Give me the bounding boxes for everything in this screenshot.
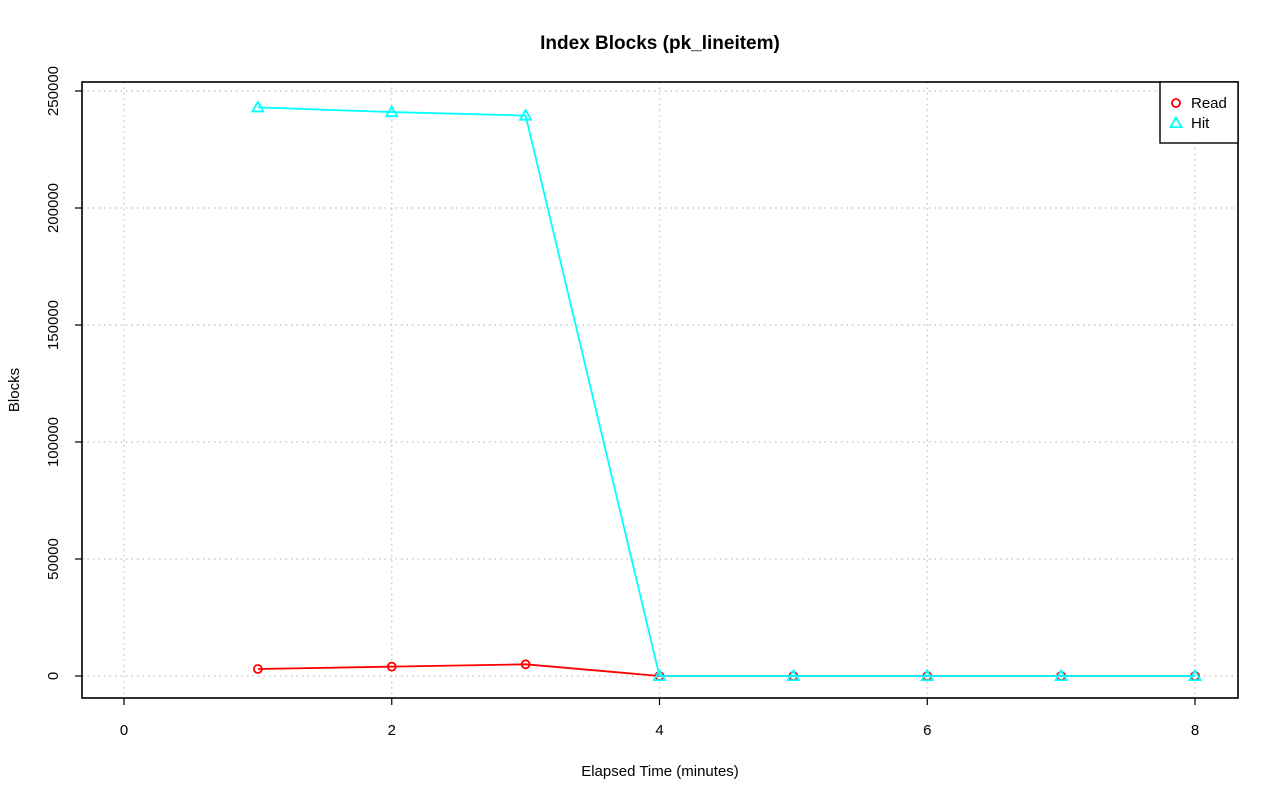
- x-tick-label: 6: [923, 722, 931, 739]
- x-tick-label: 8: [1191, 722, 1199, 739]
- y-tick-label: 250000: [45, 66, 62, 116]
- y-tick-label: 200000: [45, 183, 62, 233]
- axes: 0 2 4 6 8 0 50000 100000 150000 200000 250000: [45, 66, 1239, 739]
- legend-label-read: Read: [1191, 95, 1227, 112]
- y-tick-label: 100000: [45, 417, 62, 467]
- data-point-read: [252, 664, 263, 674]
- data-point-hit: [1054, 668, 1069, 682]
- data-point-hit: [920, 668, 935, 682]
- data-point-read: [386, 661, 397, 672]
- data-point-read: [520, 659, 531, 670]
- y-axis-label: Blocks: [6, 368, 23, 412]
- grid: [82, 82, 1238, 698]
- x-tick-label: 2: [388, 722, 396, 739]
- legend: Read Hit: [1159, 81, 1239, 144]
- data-point-hit: [250, 100, 265, 113]
- x-tick-label: 4: [655, 722, 663, 739]
- y-tick-label: 0: [45, 672, 62, 680]
- legend-box: [1159, 81, 1239, 144]
- y-tick-label: 50000: [45, 538, 62, 580]
- legend-marker-read: [1171, 98, 1181, 108]
- data-point-hit: [384, 104, 399, 118]
- data-point-hit: [518, 108, 533, 121]
- series-line-hit: [257, 106, 1195, 677]
- series-lines: [250, 100, 1203, 682]
- legend-label-hit: Hit: [1191, 115, 1210, 132]
- chart-title: Index Blocks (pk_lineitem): [540, 33, 780, 54]
- series-line-read: [257, 663, 1195, 677]
- data-point-hit: [1187, 668, 1203, 682]
- legend-marker-hit: [1168, 115, 1184, 129]
- data-point-hit: [652, 668, 667, 682]
- x-axis-label: Elapsed Time (minutes): [581, 763, 739, 780]
- y-tick-label: 150000: [45, 300, 62, 350]
- x-tick-label: 0: [120, 722, 128, 739]
- data-point-hit: [786, 668, 801, 682]
